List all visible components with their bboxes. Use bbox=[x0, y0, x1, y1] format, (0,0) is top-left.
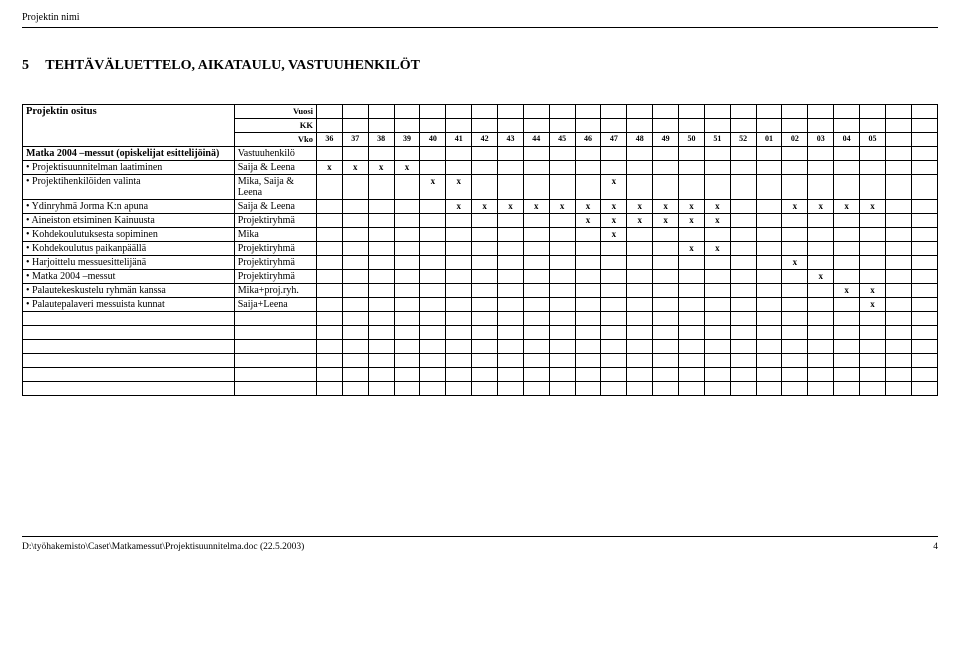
page-footer: D:\työhakemisto\Caset\Matkamessut\Projek… bbox=[22, 536, 938, 552]
gantt-body: Matka 2004 –messut (opiskelijat esitteli… bbox=[23, 147, 938, 396]
gantt-table: Projektin ositusVuosiKKVko36373839404142… bbox=[22, 104, 938, 396]
task-cell: Harjoittelu messuesittelijänä bbox=[23, 256, 235, 270]
section-title: TEHTÄVÄLUETTELO, AIKATAULU, VASTUUHENKIL… bbox=[45, 58, 420, 73]
group-title: Matka 2004 –messut (opiskelijat esitteli… bbox=[23, 147, 235, 161]
task-cell: Aineiston etsiminen Kainuusta bbox=[23, 214, 235, 228]
section-number: 5 bbox=[22, 58, 42, 74]
ositus-label: Projektin ositus bbox=[23, 105, 235, 147]
footer-page-number: 4 bbox=[933, 542, 938, 552]
section-heading: 5 TEHTÄVÄLUETTELO, AIKATAULU, VASTUUHENK… bbox=[22, 58, 938, 74]
header-rule bbox=[22, 27, 938, 28]
task-cell: Matka 2004 –messut bbox=[23, 270, 235, 284]
task-cell: Kohdekoulutuksesta sopiminen bbox=[23, 228, 235, 242]
task-cell: Kohdekoulutus paikanpäällä bbox=[23, 242, 235, 256]
task-cell: Palautepalaveri messuista kunnat bbox=[23, 298, 235, 312]
task-cell: Palautekeskustelu ryhmän kanssa bbox=[23, 284, 235, 298]
footer-path: D:\työhakemisto\Caset\Matkamessut\Projek… bbox=[22, 542, 304, 552]
header-project-name: Projektin nimi bbox=[22, 12, 938, 23]
task-cell: Projektisuunnitelman laatiminen bbox=[23, 161, 235, 175]
gantt-head: Projektin ositusVuosiKKVko36373839404142… bbox=[23, 105, 938, 147]
footer-rule bbox=[22, 536, 938, 537]
task-cell: Projektihenkilöiden valinta bbox=[23, 175, 235, 200]
task-cell: Ydinryhmä Jorma K:n apuna bbox=[23, 200, 235, 214]
